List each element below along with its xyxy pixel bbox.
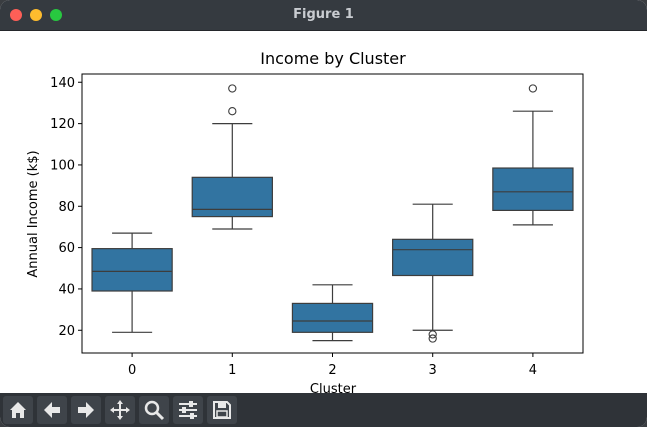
box-cluster-3 bbox=[392, 238, 474, 277]
back-button[interactable] bbox=[37, 396, 67, 424]
zoom-icon bbox=[144, 400, 165, 421]
configure-subplots-icon bbox=[179, 401, 197, 419]
maximize-window-button[interactable] bbox=[50, 9, 62, 21]
back-arrow-icon bbox=[44, 402, 60, 418]
x-tick-label: 0 bbox=[128, 363, 136, 378]
y-tick-label: 100 bbox=[50, 158, 75, 173]
pan-button[interactable] bbox=[105, 396, 135, 424]
outlier-point bbox=[528, 84, 538, 93]
close-window-button[interactable] bbox=[10, 9, 22, 21]
forward-button[interactable] bbox=[71, 396, 101, 424]
x-tick-label: 2 bbox=[328, 363, 336, 378]
y-tick-label: 20 bbox=[58, 324, 75, 339]
title-bar: Figure 1 bbox=[0, 0, 647, 31]
y-tick-label: 120 bbox=[50, 117, 75, 132]
outlier-point bbox=[228, 84, 237, 93]
outlier-point bbox=[428, 334, 437, 343]
box-plot-chart: Income by Cluster Cluster Annual Income … bbox=[26, 49, 584, 393]
y-tick-label: 40 bbox=[58, 282, 75, 297]
minimize-window-button[interactable] bbox=[30, 9, 42, 21]
y-tick-label: 80 bbox=[58, 200, 75, 215]
outlier-point bbox=[228, 107, 237, 116]
y-axis-label: Annual Income (k$) bbox=[26, 150, 41, 277]
configure-subplots-button[interactable] bbox=[173, 396, 203, 424]
box-cluster-0 bbox=[91, 248, 173, 292]
x-axis-label: Cluster bbox=[310, 382, 357, 393]
x-tick-label: 4 bbox=[529, 363, 537, 378]
navigation-toolbar bbox=[0, 393, 647, 427]
x-tick-label: 1 bbox=[228, 363, 236, 378]
box-cluster-1 bbox=[191, 176, 273, 218]
box-cluster-4 bbox=[492, 167, 574, 212]
forward-arrow-icon bbox=[78, 402, 94, 418]
outlier-point bbox=[428, 330, 437, 339]
save-button[interactable] bbox=[207, 396, 237, 424]
y-tick-label: 60 bbox=[58, 241, 75, 256]
y-tick-label: 140 bbox=[50, 76, 75, 91]
x-tick-label: 3 bbox=[429, 363, 437, 378]
window-title: Figure 1 bbox=[293, 7, 354, 22]
home-button[interactable] bbox=[3, 396, 33, 424]
chart-title: Income by Cluster bbox=[260, 49, 406, 68]
figure-canvas[interactable]: Income by Cluster Cluster Annual Income … bbox=[0, 31, 647, 393]
save-icon bbox=[213, 401, 231, 419]
home-icon bbox=[10, 402, 26, 418]
pan-icon bbox=[110, 400, 130, 420]
box-cluster-2 bbox=[291, 302, 374, 333]
zoom-button[interactable] bbox=[139, 396, 169, 424]
